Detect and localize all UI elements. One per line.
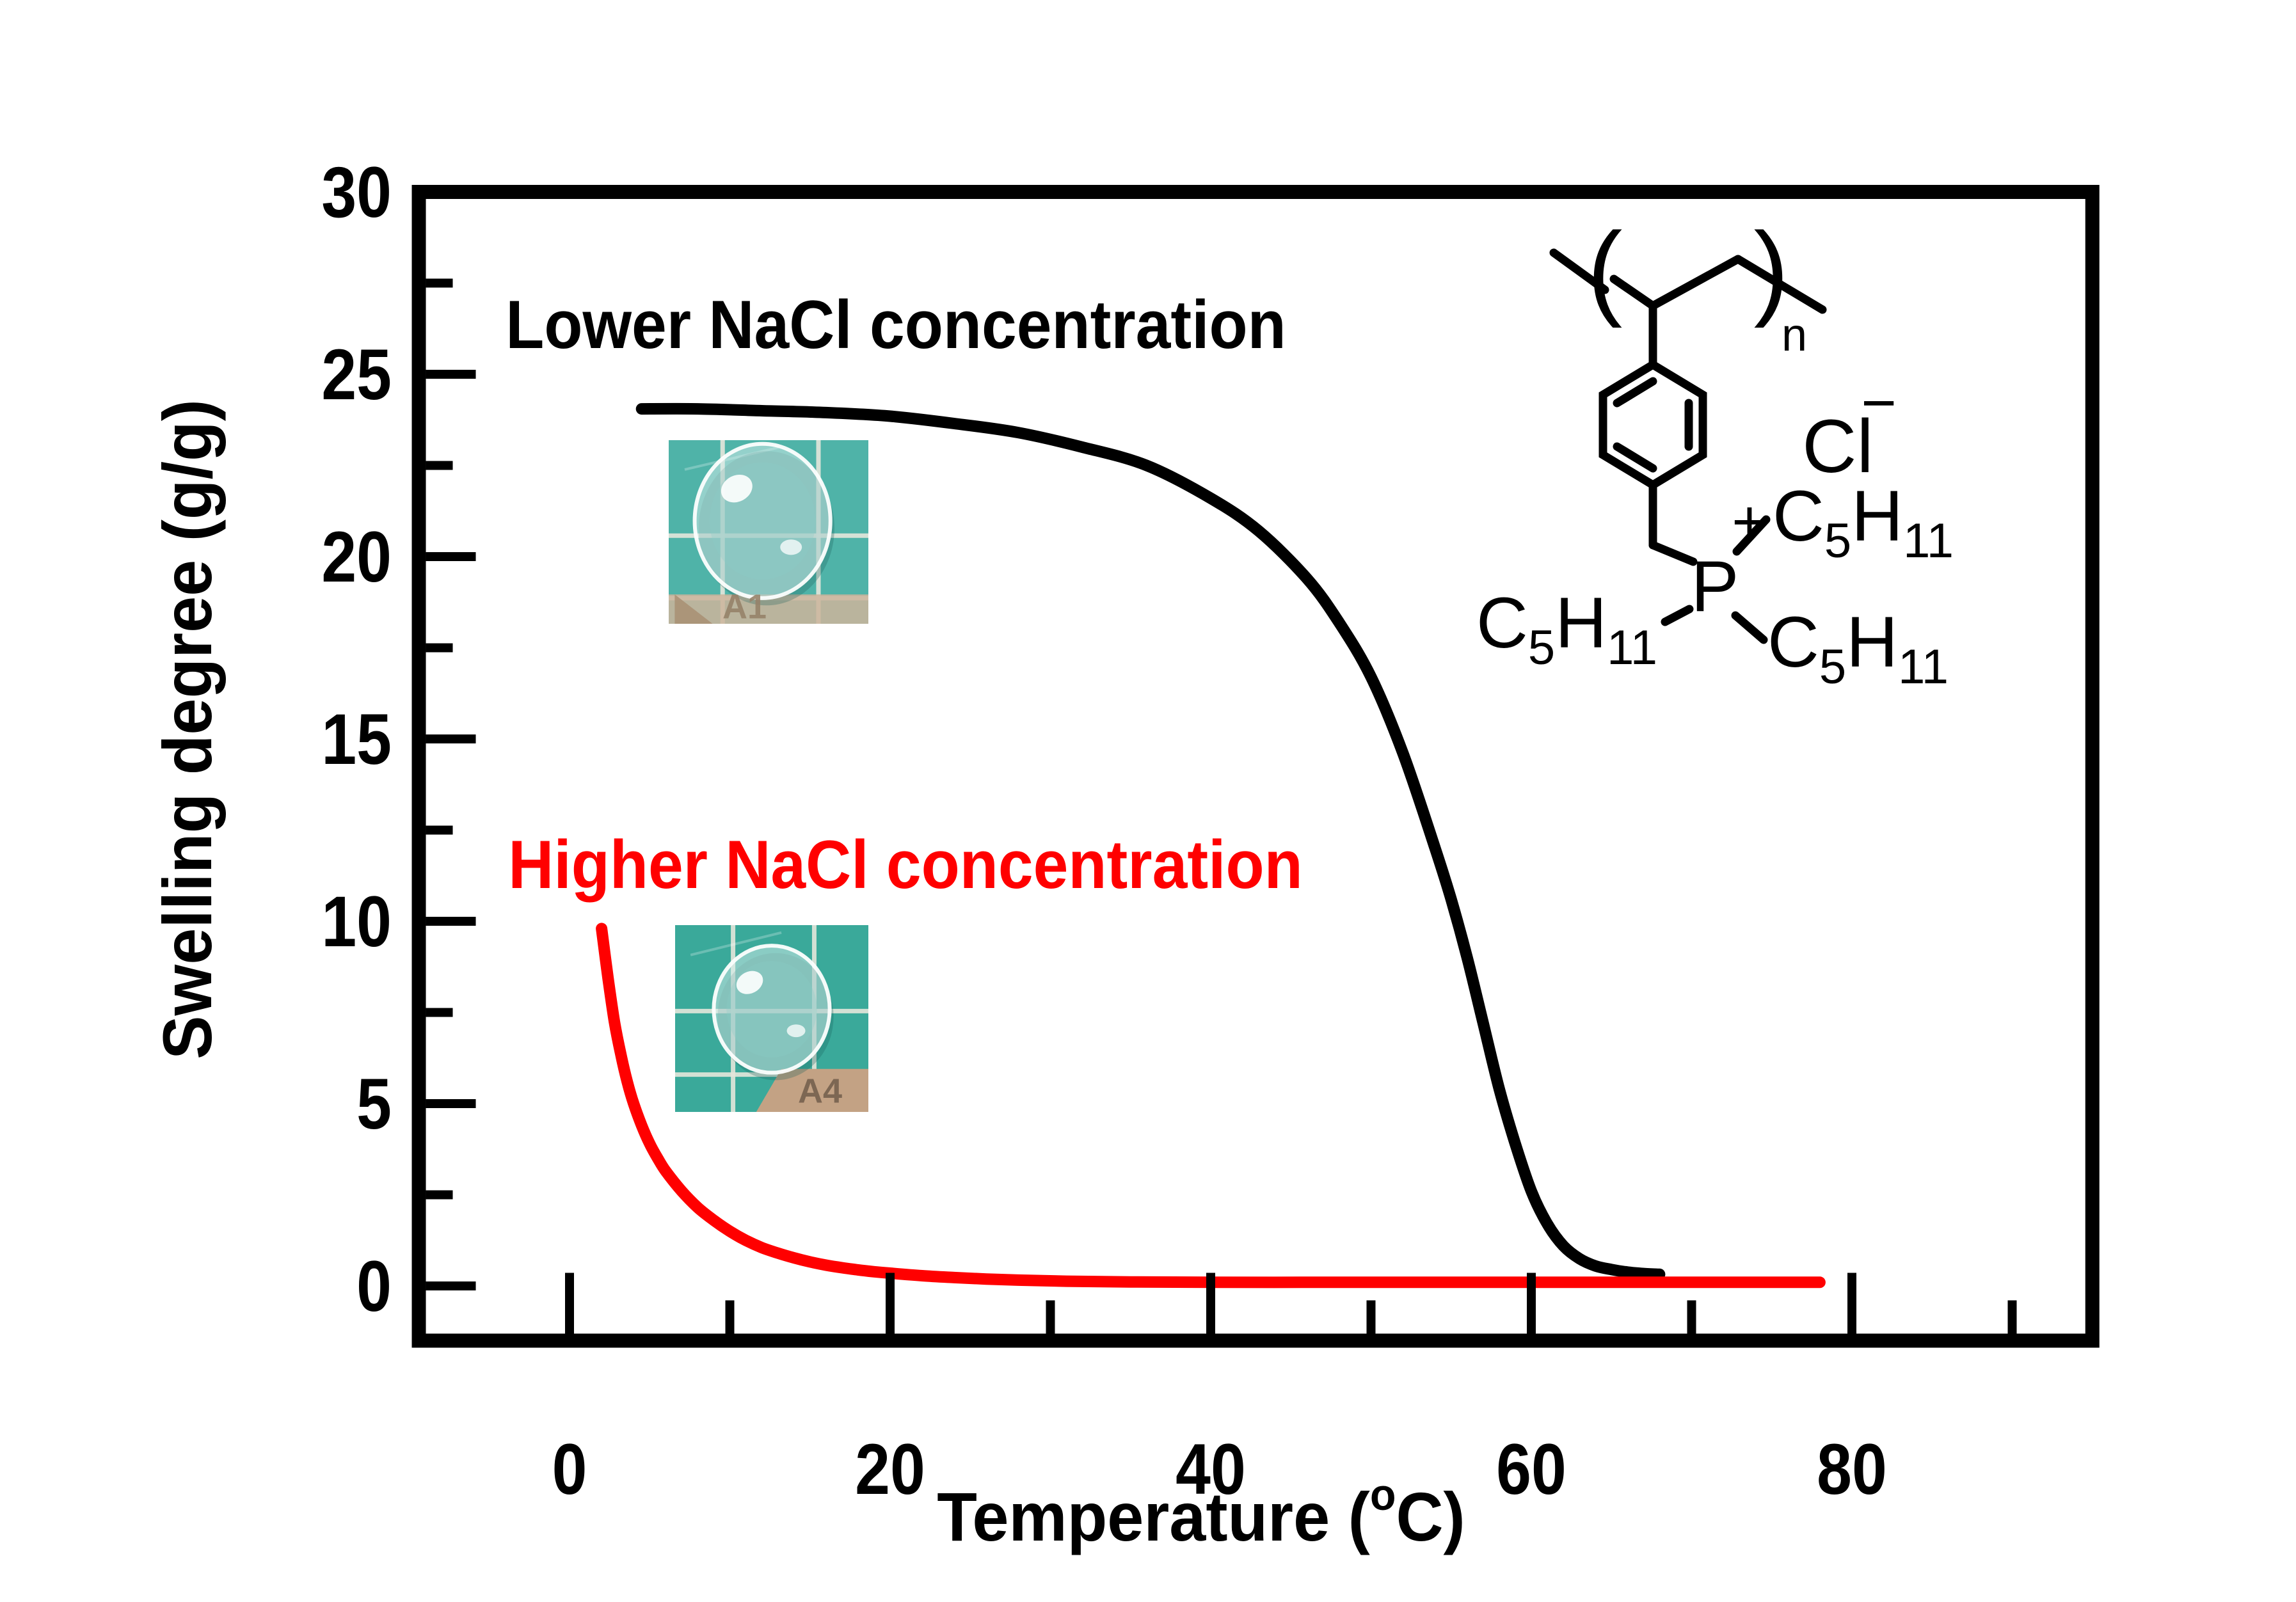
repeat-close-paren: )	[1754, 210, 1789, 328]
higher-nacl-curve-label: Higher NaCl concentration	[508, 826, 1302, 903]
plot-frame	[411, 185, 2100, 1348]
sample-label-area	[756, 1068, 868, 1112]
x-tick-label: 80	[1817, 1430, 1887, 1509]
chloride-counterion: Cl	[1802, 404, 1873, 489]
y-axis-title: Swelling degree (g/g)	[150, 399, 227, 1059]
repeat-subscript-n: n	[1782, 310, 1807, 361]
y-tick-label: 30	[321, 153, 392, 232]
y-tick-label: 5	[356, 1065, 392, 1144]
axes-layer: 0 20 40 60 80 0 5 10 15 20 25 30	[321, 153, 2100, 1509]
photo-sample-label: A1	[722, 587, 767, 626]
y-tick-label: 25	[321, 335, 392, 415]
y-tick-label: 15	[321, 700, 392, 779]
x-tick-label: 60	[1496, 1430, 1567, 1509]
y-tick-label: 20	[321, 518, 392, 597]
benzyl-phosphonium-bonds	[1648, 480, 1771, 644]
sample-label-area	[669, 594, 868, 624]
y-tick-labels: 0 5 10 15 20 25 30	[321, 153, 392, 1326]
curves-layer	[596, 402, 1826, 1289]
repeat-open-paren: (	[1588, 210, 1623, 328]
x-tick-labels: 0 20 40 60 80	[552, 1430, 1887, 1509]
lower-nacl-curve-label: Lower NaCl concentration	[506, 286, 1286, 363]
gel-droplet	[692, 441, 834, 606]
y-tick-label: 10	[321, 882, 392, 962]
pentyl-group-top-right: C5H11	[1773, 476, 1954, 568]
inset-photos-layer: A1 A4	[669, 440, 868, 1112]
x-tick-label: 0	[552, 1430, 587, 1509]
lower-nacl-curve	[635, 402, 1666, 1280]
positive-charge: +	[1732, 488, 1767, 556]
x-axis-title: Temperature (oC)	[937, 1470, 1465, 1555]
axis-ticks	[426, 187, 2017, 1334]
pentyl-group-bottom-right: C5H11	[1767, 602, 1949, 694]
x-tick-label: 20	[855, 1430, 925, 1509]
gel-droplet	[712, 944, 834, 1081]
photo-sample-label: A4	[798, 1072, 842, 1110]
benzene-ring	[1598, 360, 1707, 490]
axis-titles: Temperature (oC) Swelling degree (g/g)	[150, 399, 1465, 1555]
higher-nacl-curve	[596, 923, 1826, 1289]
inset-photo-a1: A1	[669, 440, 868, 626]
inset-photo-a4: A4	[675, 925, 868, 1112]
negative-charge: −	[1861, 369, 1896, 437]
polymer-backbone	[1549, 248, 1827, 369]
y-tick-label: 0	[356, 1247, 392, 1326]
curve-labels: Lower NaCl concentration Higher NaCl con…	[506, 286, 1303, 903]
pentyl-group-left: C5H11	[1476, 583, 1657, 675]
phosphorus-atom: P	[1691, 546, 1739, 626]
chemical-structure: ( ) n P + C5H11 C5H11 C5H11 Cl −	[1476, 210, 1954, 694]
x-tick-label: 40	[1176, 1430, 1246, 1509]
